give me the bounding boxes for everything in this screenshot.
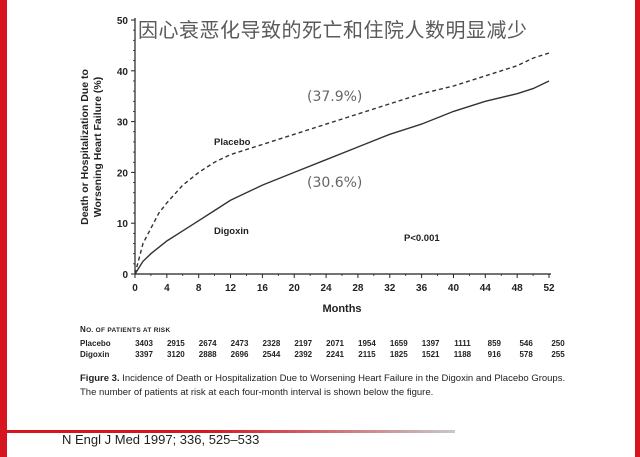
risk-value: 546 [519, 339, 533, 348]
risk-value: 250 [551, 339, 565, 348]
x-tick-label: 16 [257, 283, 269, 294]
risk-value: 916 [487, 350, 501, 359]
y-tick-label: 50 [117, 16, 129, 27]
risk-value: 2197 [294, 339, 313, 348]
x-tick-label: 4 [164, 283, 170, 294]
x-tick-label: 24 [321, 283, 333, 294]
y-tick-label: 30 [117, 118, 129, 129]
risk-value: 2473 [230, 339, 249, 348]
source-citation: N Engl J Med 1997; 336, 525–533 [62, 432, 260, 447]
risk-value: 2071 [326, 339, 344, 348]
x-tick-label: 52 [543, 283, 555, 294]
risk-value: 1825 [389, 350, 408, 359]
x-tick-label: 0 [132, 283, 138, 294]
series-label-digoxin: Digoxin [214, 226, 249, 237]
risk-value: 2888 [198, 350, 217, 359]
risk-value: 2241 [326, 350, 344, 359]
x-tick-label: 12 [225, 283, 237, 294]
x-axis-label: Months [322, 303, 361, 315]
x-tick-label: 8 [196, 283, 202, 294]
y-tick-label: 20 [117, 168, 129, 179]
x-tick-label: 20 [289, 283, 301, 294]
risk-value: 3397 [135, 350, 153, 359]
risk-value: 2544 [262, 350, 281, 359]
risk-row-placebo: Placebo 3403 2915 2674 2473 2328 2197 2071 1954 1… [80, 338, 580, 349]
risk-value: 2328 [262, 339, 281, 348]
digoxin-percent-label: (30.6%) [307, 175, 362, 191]
y-axis-label-line1: Death or Hospitalization Due to [79, 69, 91, 225]
risk-value: 2392 [294, 350, 313, 359]
risk-value: 255 [551, 350, 565, 359]
risk-value: 2115 [358, 350, 376, 359]
placebo-percent-label: (37.9%) [307, 89, 362, 105]
series-line-placebo [134, 52, 550, 275]
y-tick-label: 40 [117, 67, 129, 78]
slide-title: 因心衰恶化导致的死亡和住院人数明显减少 [138, 18, 528, 42]
right-accent-bar [635, 0, 640, 457]
y-tick-label: 10 [117, 219, 129, 230]
figure-label: Figure 3. [80, 373, 120, 384]
x-tick-label: 48 [512, 283, 524, 294]
caption-text: Incidence of Death or Hospitalization Du… [122, 373, 566, 384]
risk-value: 1397 [421, 339, 440, 348]
risk-value: 1659 [389, 339, 408, 348]
risk-value: 2674 [198, 339, 217, 348]
risk-row-digoxin: Digoxin 3397 3120 2888 2696 2544 2392 2241 2115 1… [80, 349, 580, 360]
x-tick-label: 44 [480, 283, 492, 294]
x-tick-label: 36 [416, 283, 428, 294]
risk-value: 859 [487, 339, 501, 348]
risk-table-header: NO. OF PATIENTS AT RISK [80, 325, 171, 334]
y-tick-label: 0 [122, 270, 128, 281]
source-divider [0, 430, 455, 433]
y-axis-label-line2: Worsening Heart Failure (%) [92, 77, 104, 217]
risk-value: 1188 [453, 350, 472, 359]
series-label-placebo: Placebo [214, 137, 251, 148]
risk-value: 1521 [421, 350, 440, 359]
left-accent-bar [0, 0, 7, 457]
risk-row-name: Placebo [80, 339, 111, 348]
risk-row-name: Digoxin [80, 350, 110, 359]
risk-value: 2915 [166, 339, 185, 348]
x-tick-label: 32 [384, 283, 396, 294]
p-value-annotation: P<0.001 [404, 233, 440, 244]
risk-value: 1111 [454, 339, 471, 348]
risk-value: 3403 [135, 339, 153, 348]
risk-value: 578 [519, 350, 533, 359]
risk-value: 1954 [358, 339, 376, 348]
x-tick-label: 28 [352, 283, 364, 294]
caption-note: The number of patients at risk at each f… [80, 387, 434, 398]
risk-table: NO. OF PATIENTS AT RISK Placebo 3403 2915 2… [80, 325, 580, 360]
risk-value: 2696 [230, 350, 249, 359]
figure-caption: Figure 3. Incidence of Death or Hospital… [80, 373, 570, 399]
series-line-digoxin [134, 80, 550, 275]
risk-value: 3120 [166, 350, 185, 359]
x-tick-label: 40 [448, 283, 460, 294]
